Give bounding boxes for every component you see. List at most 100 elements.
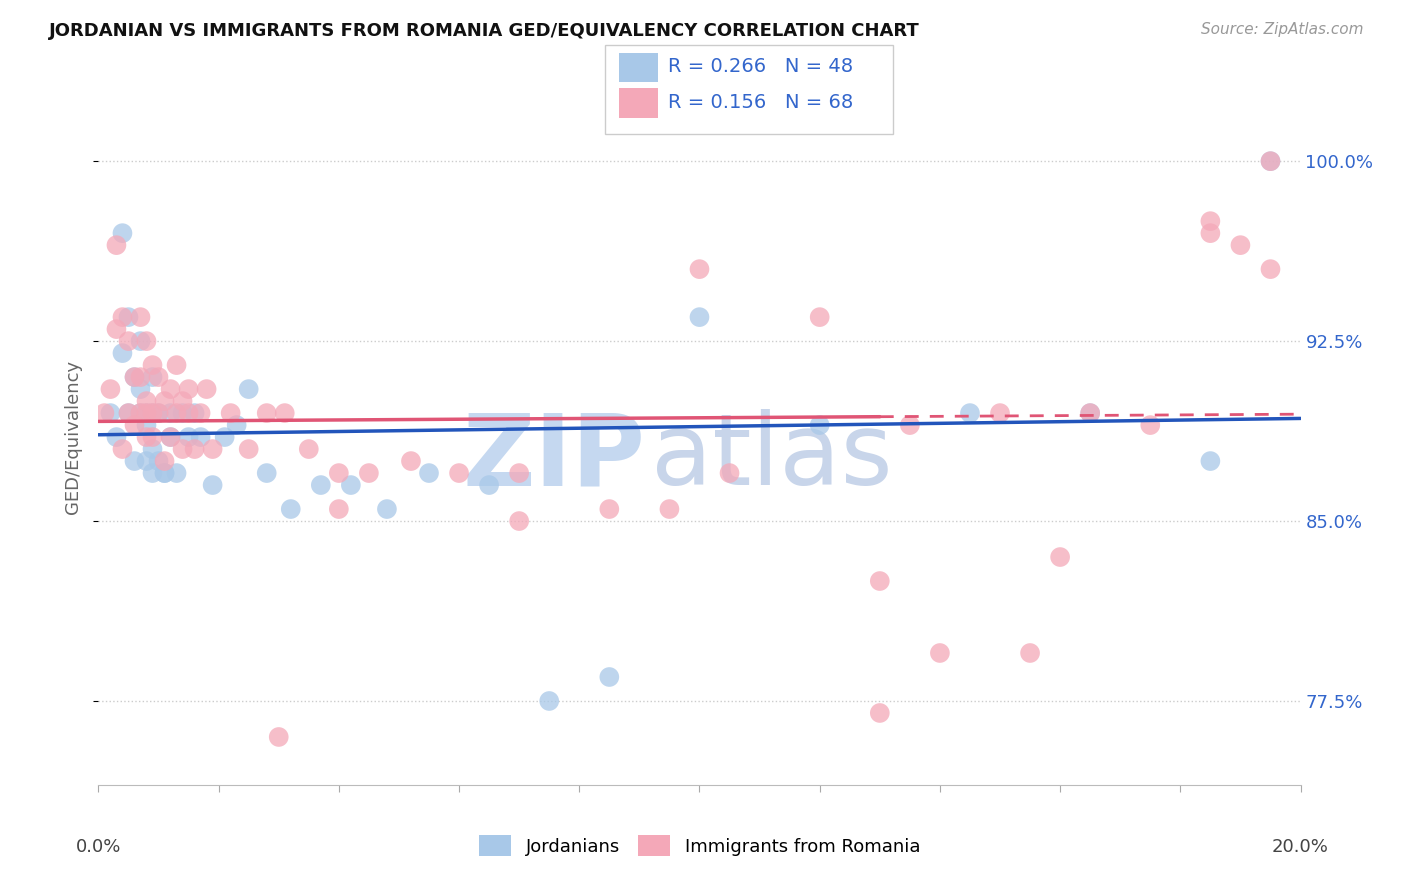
Point (238, 382, 260, 396)
Point (418, 466, 440, 480)
Point (148, 406, 170, 420)
Point (238, 442, 260, 456)
Point (105, 430, 128, 444)
Point (988, 406, 1011, 420)
Point (129, 370, 152, 384)
Text: 0.0%: 0.0% (76, 838, 121, 855)
Point (148, 454, 170, 468)
Point (159, 406, 181, 420)
Point (141, 370, 163, 384)
Point (1229, 238, 1251, 252)
Point (898, 418, 921, 433)
Y-axis label: GED/Equivalency: GED/Equivalency (65, 360, 83, 514)
Point (135, 430, 157, 444)
Point (328, 466, 350, 480)
Point (357, 466, 380, 480)
Text: 20.0%: 20.0% (1272, 838, 1329, 855)
Point (129, 334, 152, 348)
Text: atlas: atlas (651, 409, 893, 507)
Point (869, 706, 891, 720)
Point (153, 454, 176, 468)
Point (111, 226, 134, 240)
Point (195, 382, 218, 396)
Point (159, 382, 181, 396)
Point (1019, 646, 1042, 660)
Point (1139, 418, 1161, 433)
Point (141, 466, 163, 480)
Point (375, 502, 398, 516)
Point (135, 406, 157, 420)
Point (1260, 154, 1282, 169)
Point (1260, 154, 1282, 169)
Point (689, 310, 711, 325)
Point (177, 430, 200, 444)
Point (159, 430, 181, 444)
Point (508, 466, 530, 480)
Point (93, 406, 115, 420)
Point (124, 418, 146, 433)
Point (201, 442, 224, 456)
Point (598, 670, 620, 684)
Point (135, 334, 157, 348)
Point (808, 418, 831, 433)
Point (135, 406, 157, 420)
Point (214, 430, 236, 444)
Point (1078, 406, 1101, 420)
Point (141, 406, 163, 420)
Point (309, 478, 332, 492)
Point (478, 478, 501, 492)
Point (1199, 226, 1222, 240)
Point (1199, 214, 1222, 228)
Point (135, 418, 157, 433)
Point (718, 466, 741, 480)
Point (1260, 262, 1282, 277)
Point (124, 370, 146, 384)
Point (117, 406, 139, 420)
Point (141, 358, 163, 372)
Point (135, 394, 157, 409)
Point (869, 574, 891, 588)
Point (190, 406, 212, 420)
Point (328, 502, 350, 516)
Point (135, 454, 157, 468)
Point (100, 406, 122, 420)
Point (141, 406, 163, 420)
Point (177, 382, 200, 396)
Text: ZIP: ZIP (463, 409, 645, 507)
Point (280, 502, 302, 516)
Point (129, 406, 152, 420)
Point (129, 382, 152, 396)
Point (256, 466, 278, 480)
Point (298, 442, 321, 456)
Point (808, 310, 831, 325)
Point (256, 406, 278, 420)
Point (340, 478, 363, 492)
Point (153, 394, 176, 409)
Point (105, 238, 128, 252)
Point (1049, 549, 1071, 564)
Point (117, 310, 139, 325)
Point (172, 394, 194, 409)
Point (183, 406, 205, 420)
Point (399, 454, 422, 468)
Point (508, 514, 530, 528)
Point (124, 370, 146, 384)
Point (598, 502, 620, 516)
Point (183, 442, 205, 456)
Text: Source: ZipAtlas.com: Source: ZipAtlas.com (1201, 22, 1364, 37)
Point (111, 346, 134, 360)
Point (447, 466, 470, 480)
Point (1078, 406, 1101, 420)
Point (129, 310, 152, 325)
Point (111, 310, 134, 325)
Point (959, 406, 981, 420)
Point (166, 406, 188, 420)
Point (689, 262, 711, 277)
Legend: Jordanians, Immigrants from Romania: Jordanians, Immigrants from Romania (478, 835, 921, 856)
Point (111, 442, 134, 456)
Point (274, 406, 297, 420)
Point (177, 406, 200, 420)
Point (148, 370, 170, 384)
Point (117, 334, 139, 348)
Point (172, 406, 194, 420)
